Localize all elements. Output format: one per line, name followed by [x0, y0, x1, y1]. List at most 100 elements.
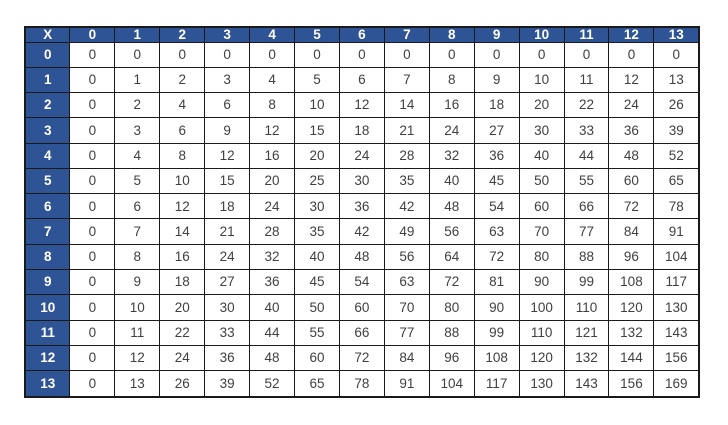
product-cell: 49: [383, 218, 430, 245]
product-cell: 24: [338, 142, 385, 169]
product-cell: 88: [563, 243, 610, 271]
product-cell: 117: [653, 269, 700, 296]
product-cell: 8: [428, 66, 475, 94]
product-cell: 18: [159, 269, 206, 296]
product-cell: 0: [114, 41, 161, 68]
product-cell: 4: [159, 92, 206, 119]
product-cell: 96: [608, 243, 655, 271]
product-cell: 28: [383, 142, 430, 169]
product-cell: 8: [114, 243, 161, 271]
table-row: 12 0 12 24 36 48 60 72 84 96 108 120 132 144 156: [24, 344, 700, 372]
product-cell: 143: [563, 370, 610, 398]
column-header-1: 1: [114, 26, 161, 43]
product-cell: 99: [473, 319, 520, 346]
product-cell: 70: [518, 218, 565, 245]
product-cell: 7: [114, 218, 161, 245]
product-cell: 25: [294, 167, 340, 195]
product-cell: 54: [338, 269, 385, 296]
product-cell: 16: [159, 243, 206, 271]
product-cell: 36: [249, 269, 296, 296]
product-cell: 0: [69, 92, 116, 119]
product-cell: 0: [294, 41, 340, 68]
product-cell: 110: [518, 319, 565, 346]
product-cell: 36: [608, 117, 655, 144]
product-cell: 130: [653, 294, 700, 321]
product-cell: 27: [473, 117, 520, 144]
product-cell: 120: [518, 344, 565, 372]
table-row: 13 0 13 26 39 52 65 78 91 104 117 130 143 156 169: [24, 370, 700, 398]
product-cell: 108: [608, 269, 655, 296]
product-cell: 11: [114, 319, 161, 346]
product-cell: 6: [159, 117, 206, 144]
product-cell: 24: [159, 344, 206, 372]
product-cell: 169: [653, 370, 700, 398]
product-cell: 36: [338, 193, 385, 220]
product-cell: 66: [563, 193, 610, 220]
product-cell: 63: [383, 269, 430, 296]
product-cell: 91: [383, 370, 430, 398]
product-cell: 81: [473, 269, 520, 296]
product-cell: 132: [608, 319, 655, 346]
product-cell: 0: [69, 319, 116, 346]
product-cell: 16: [428, 92, 475, 119]
product-cell: 110: [563, 294, 610, 321]
row-header-3: 3: [24, 117, 71, 144]
product-cell: 55: [563, 167, 610, 195]
table-row: 8 0 8 16 24 32 40 48 56 64 72 80 88 96 104: [24, 243, 700, 271]
product-cell: 121: [563, 319, 610, 346]
product-cell: 156: [653, 344, 700, 372]
column-header-13: 13: [653, 26, 700, 43]
product-cell: 88: [428, 319, 475, 346]
product-cell: 24: [204, 243, 251, 271]
product-cell: 3: [114, 117, 161, 144]
product-cell: 9: [204, 117, 251, 144]
product-cell: 104: [428, 370, 475, 398]
product-cell: 40: [294, 243, 340, 271]
row-header-13: 13: [24, 370, 71, 398]
product-cell: 0: [338, 41, 385, 68]
product-cell: 36: [473, 142, 520, 169]
product-cell: 13: [114, 370, 161, 398]
product-cell: 24: [428, 117, 475, 144]
product-cell: 0: [69, 294, 116, 321]
product-cell: 30: [294, 193, 340, 220]
column-header-12: 12: [608, 26, 655, 43]
product-cell: 72: [608, 193, 655, 220]
product-cell: 1: [114, 66, 161, 94]
product-cell: 48: [249, 344, 296, 372]
product-cell: 18: [204, 193, 251, 220]
product-cell: 4: [249, 66, 296, 94]
row-header-1: 1: [24, 66, 71, 94]
product-cell: 32: [428, 142, 475, 169]
product-cell: 80: [518, 243, 565, 271]
product-cell: 77: [383, 319, 430, 346]
product-cell: 15: [294, 117, 340, 144]
product-cell: 24: [249, 193, 296, 220]
product-cell: 70: [383, 294, 430, 321]
row-header-12: 12: [24, 344, 71, 372]
product-cell: 48: [428, 193, 475, 220]
product-cell: 0: [249, 41, 296, 68]
product-cell: 0: [69, 66, 116, 94]
product-cell: 0: [69, 370, 116, 398]
product-cell: 143: [653, 319, 700, 346]
product-cell: 91: [653, 218, 700, 245]
product-cell: 0: [473, 41, 520, 68]
product-cell: 72: [338, 344, 385, 372]
product-cell: 132: [563, 344, 610, 372]
product-cell: 36: [204, 344, 251, 372]
product-cell: 44: [563, 142, 610, 169]
product-cell: 21: [383, 117, 430, 144]
product-cell: 30: [204, 294, 251, 321]
product-cell: 0: [69, 269, 116, 296]
row-header-9: 9: [24, 269, 71, 296]
product-cell: 33: [204, 319, 251, 346]
product-cell: 45: [473, 167, 520, 195]
product-cell: 90: [473, 294, 520, 321]
row-header-6: 6: [24, 193, 71, 220]
header-row: X 0 1 2 3 4 5 6 7 8 9 10 11 12 13: [24, 26, 700, 43]
product-cell: 14: [159, 218, 206, 245]
